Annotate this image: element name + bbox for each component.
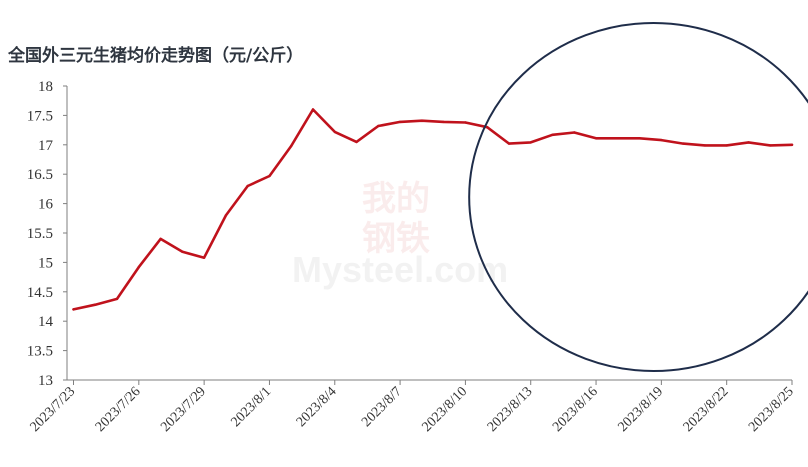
x-tick-label: 2023/8/10 — [419, 384, 470, 435]
x-tick-label: 2023/7/29 — [158, 384, 209, 435]
data-point — [246, 184, 249, 188]
data-point — [638, 137, 641, 140]
y-tick-label: 17.5 — [27, 108, 53, 124]
data-point — [747, 141, 750, 144]
data-point — [486, 126, 489, 129]
y-tick-label: 13.5 — [27, 344, 53, 360]
data-point — [507, 142, 511, 145]
x-tick-label: 2023/8/13 — [485, 384, 536, 435]
x-tick-label: 2023/8/25 — [746, 384, 797, 435]
data-point — [398, 120, 402, 124]
y-tick-label: 18 — [38, 79, 53, 95]
x-tick-label: 2023/8/16 — [550, 384, 601, 435]
data-point — [594, 137, 598, 140]
watermark-cn-bottom: 钢铁 — [362, 219, 430, 259]
data-point — [420, 119, 424, 122]
x-tick-label: 2023/8/7 — [359, 384, 405, 430]
data-point — [573, 131, 576, 134]
data-point — [551, 133, 554, 136]
data-point — [377, 124, 380, 128]
data-point — [72, 308, 75, 311]
watermark-cn-top: 我的 — [362, 179, 430, 219]
y-tick-label: 13 — [38, 373, 53, 389]
data-point — [268, 174, 271, 178]
x-tick-label: 2023/8/22 — [681, 384, 732, 435]
data-point — [442, 120, 445, 124]
data-point — [681, 142, 685, 145]
series-group — [72, 108, 794, 311]
data-point — [181, 250, 184, 253]
data-point — [790, 143, 794, 146]
data-point — [202, 256, 206, 259]
data-point — [355, 140, 358, 144]
y-tick-label: 15.5 — [27, 226, 53, 242]
data-point — [290, 144, 293, 148]
watermark-en: Mysteel.com — [292, 249, 508, 290]
data-point — [311, 108, 315, 111]
x-axis-ticks: 2023/7/23 2023/7/26 2023/7/29 2023/8/1 2023/… — [28, 380, 797, 435]
y-tick-label: 16 — [38, 197, 54, 213]
data-point — [94, 303, 97, 306]
y-axis-ticks: 18 17.5 17 16.5 16 15.5 15 14.5 14 13.5 13 — [27, 79, 67, 389]
y-tick-label: 14.5 — [27, 285, 53, 301]
x-tick-label: 2023/7/26 — [93, 384, 144, 435]
series-line — [72, 108, 794, 311]
data-point — [464, 121, 467, 124]
data-point — [333, 130, 336, 134]
annotation-group — [468, 22, 808, 372]
data-point — [115, 297, 119, 301]
x-tick-label: 2023/8/19 — [615, 384, 666, 435]
data-point — [769, 144, 772, 147]
y-tick-label: 17 — [38, 138, 54, 154]
y-tick-label: 15 — [38, 255, 53, 271]
data-point — [137, 265, 140, 269]
data-point — [529, 141, 532, 144]
data-point — [616, 137, 619, 140]
chart-title: 全国外三元生猪均价走势图（元/公斤） — [7, 45, 303, 66]
data-point — [224, 214, 228, 217]
x-tick-label: 2023/8/1 — [228, 384, 274, 430]
data-point — [725, 144, 728, 147]
data-point — [159, 237, 162, 241]
y-tick-label: 16.5 — [27, 167, 53, 183]
watermark: 我的 钢铁 Mysteel.com — [292, 179, 508, 290]
highlight-ellipse — [468, 22, 808, 372]
data-point — [703, 144, 707, 147]
x-tick-label: 2023/7/23 — [28, 384, 79, 435]
data-point — [660, 138, 663, 142]
x-tick-label: 2023/8/4 — [294, 384, 340, 430]
y-tick-label: 14 — [38, 314, 54, 330]
